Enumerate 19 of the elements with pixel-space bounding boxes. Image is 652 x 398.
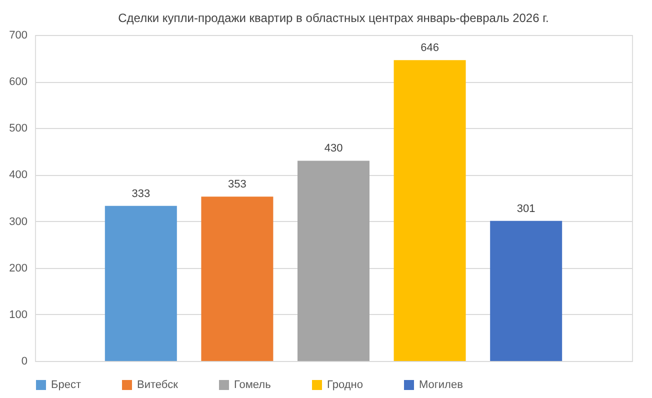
data-label: 353 <box>228 178 246 191</box>
legend-label: Гродно <box>327 379 363 391</box>
y-tick-label: 700 <box>9 30 28 42</box>
data-label: 430 <box>324 142 343 155</box>
y-tick-label: 100 <box>9 308 28 321</box>
y-tick-label: 0 <box>21 356 28 368</box>
legend-label: Брест <box>51 379 81 391</box>
legend-label: Гомель <box>234 379 272 391</box>
y-tick-label: 200 <box>9 262 28 274</box>
y-tick-label: 300 <box>9 216 28 228</box>
legend-label: Витебск <box>137 379 178 391</box>
data-label: 301 <box>516 202 536 215</box>
data-label: 333 <box>132 188 150 200</box>
y-tick-label: 400 <box>9 169 28 182</box>
y-tick-label: 600 <box>9 76 28 88</box>
y-tick-label: 500 <box>9 122 28 135</box>
data-label: 646 <box>420 42 439 54</box>
chart-title: Сделки купли-продажи квартир в областных центрах январь-февраль 2026 г. <box>118 11 549 25</box>
legend-label: Могилев <box>419 379 464 391</box>
